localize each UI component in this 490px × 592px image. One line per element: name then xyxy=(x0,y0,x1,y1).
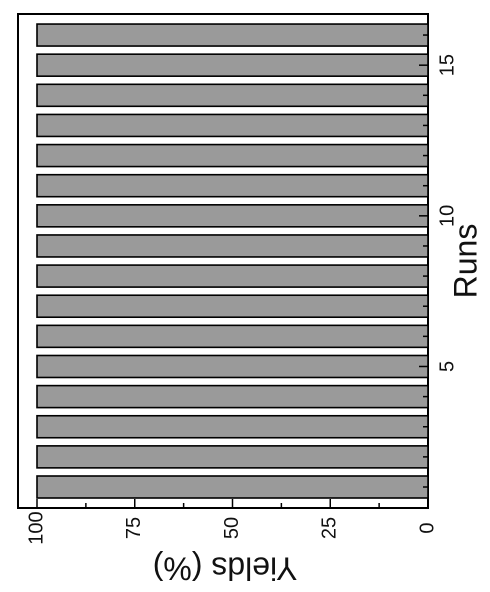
bar-run-14 xyxy=(36,83,429,108)
bar-run-10 xyxy=(36,204,429,228)
bar-run-4 xyxy=(36,384,429,409)
x-tick-label: 10 xyxy=(436,205,458,227)
bar-run-13 xyxy=(36,113,429,138)
bar-run-9 xyxy=(36,234,429,258)
bar-run-15 xyxy=(36,53,429,77)
bar-run-7 xyxy=(36,294,429,319)
x-tick-label: 5 xyxy=(436,361,458,372)
bar-run-11 xyxy=(36,173,429,198)
y-tick-label: 25 xyxy=(319,517,341,539)
bar-run-8 xyxy=(36,264,429,288)
y-tick-label: 75 xyxy=(123,517,145,539)
x-axis-title: Runs xyxy=(447,224,483,299)
x-tick-label: 15 xyxy=(436,54,458,76)
bar-run-2 xyxy=(36,445,429,469)
bar-run-1 xyxy=(36,475,429,499)
bar-run-6 xyxy=(36,324,429,349)
bar-run-5 xyxy=(36,354,429,379)
bars-group xyxy=(36,23,429,499)
y-tick-label: 100 xyxy=(25,511,47,544)
bar-run-12 xyxy=(36,143,429,168)
axes-group: 0 25 50 75 100 5 10 15 xyxy=(25,34,458,545)
bar-run-3 xyxy=(36,414,429,439)
y-axis-title: Yields (%) xyxy=(153,551,298,587)
y-tick-label: 50 xyxy=(221,517,243,539)
bar-run-16 xyxy=(36,23,429,47)
y-tick-label: 0 xyxy=(416,522,438,533)
